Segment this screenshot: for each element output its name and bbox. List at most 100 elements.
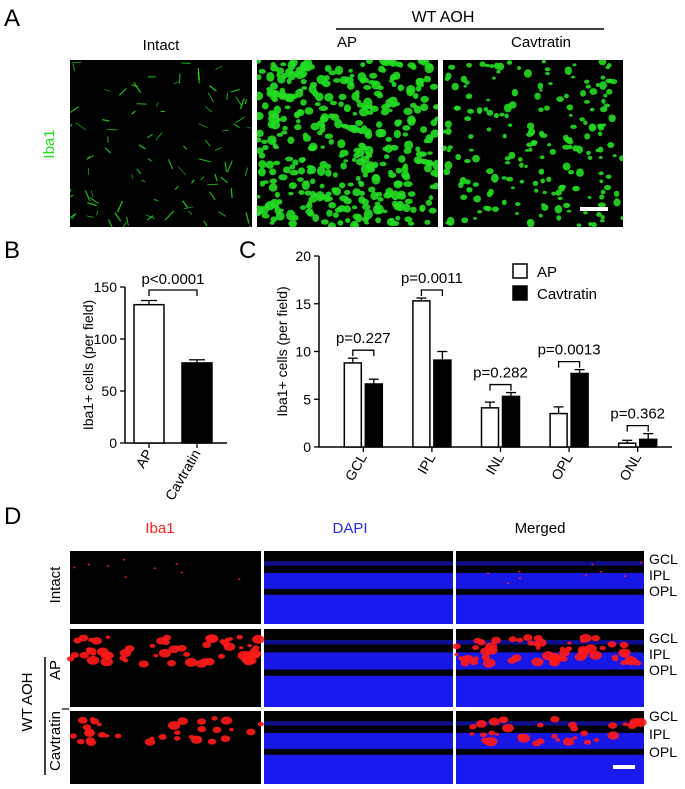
microglia-process — [244, 167, 249, 177]
microglia-cell — [269, 89, 278, 97]
microglia-cell — [406, 84, 416, 95]
microglia-cell — [287, 136, 295, 145]
microglia-cell — [285, 156, 294, 162]
microglia-cell — [452, 643, 461, 650]
microglia-cell — [486, 191, 493, 198]
microglia-cell — [197, 726, 207, 733]
microglia-cell — [596, 212, 602, 217]
microglia-cell — [556, 96, 564, 102]
panel-d-letter: D — [4, 503, 21, 530]
microglia-process — [182, 200, 189, 209]
microglia-process — [182, 145, 188, 150]
microglia-cell — [330, 113, 340, 121]
microglia-cell — [273, 105, 282, 115]
microglia-cell — [549, 148, 556, 155]
microglia-cell — [273, 160, 281, 166]
microglia-cell — [454, 105, 459, 111]
microglia-cell — [445, 127, 452, 135]
microglia-cell — [583, 739, 591, 745]
microglia-cell — [390, 73, 397, 81]
microglia-cell — [415, 146, 421, 153]
microglia-cell — [268, 110, 276, 117]
microglia-cell — [269, 178, 278, 184]
microglia-cell — [541, 60, 546, 64]
microglia-cell — [316, 165, 326, 177]
y-tick-label: 0 — [109, 435, 117, 451]
microglia-cell — [472, 154, 480, 163]
microglia-cell — [278, 90, 287, 100]
microglia-cell — [361, 198, 369, 206]
y-axis-label: Iba1+ cells (per field) — [274, 286, 290, 416]
microglia-process — [197, 72, 200, 84]
microglia-cell — [518, 570, 521, 573]
microglia-process — [164, 210, 175, 221]
microglia-cell — [357, 180, 363, 185]
microglia-process — [88, 155, 95, 159]
microglia-cell — [415, 77, 424, 87]
microglia-cell — [325, 196, 331, 202]
microglia-cell — [258, 68, 266, 74]
microglia-cell — [595, 148, 601, 153]
microglia-cell — [388, 172, 397, 178]
microglia-cell — [589, 125, 595, 129]
microglia-cell — [599, 570, 603, 573]
microglia-cell — [404, 198, 413, 204]
microglia-cell — [424, 164, 432, 173]
x-tick-label: INL — [482, 450, 507, 477]
microglia-cell — [219, 639, 226, 644]
microglia-cell — [341, 124, 348, 129]
layer-label-opl: OPL — [649, 744, 677, 760]
layer-label-ipl: IPL — [649, 726, 670, 742]
microglia-cell — [220, 735, 231, 743]
bar-ap-inl — [480, 407, 500, 448]
microglia-cell — [544, 67, 551, 72]
microglia-cell — [343, 159, 349, 163]
microglia-process — [220, 176, 229, 184]
microglia-cell — [257, 194, 261, 199]
microglia-process — [70, 212, 77, 219]
microglia-process — [230, 188, 233, 199]
microglia-process — [204, 139, 211, 147]
microglia-cell — [202, 641, 212, 649]
microglia-cell — [218, 653, 226, 659]
legend-swatch-cavtratin — [512, 285, 528, 301]
microglia-cell — [180, 571, 183, 574]
microglia-cell — [598, 156, 603, 160]
microglia-cell — [479, 732, 487, 738]
microglia-process — [173, 81, 180, 85]
microglia-cell — [69, 733, 77, 739]
microglia-cell — [246, 728, 256, 736]
microglia-cell — [568, 169, 575, 175]
panel-d-row-label-ap: AP — [47, 660, 64, 680]
microglia-cell — [338, 154, 345, 158]
microglia-cell — [523, 634, 533, 641]
microglia-cell — [295, 119, 301, 124]
microglia-cell — [351, 92, 360, 101]
microglia-cell — [403, 181, 413, 187]
microglia-process — [200, 176, 205, 181]
microglia-cell — [444, 160, 453, 170]
microglia-cell — [375, 191, 383, 197]
microglia-cell — [537, 82, 544, 90]
microglia-cell — [466, 187, 473, 193]
microglia-cell — [538, 130, 545, 137]
microglia-cell — [351, 205, 358, 210]
microglia-process — [122, 221, 127, 227]
microglia-cell — [319, 183, 325, 189]
microglia-cell — [568, 113, 573, 117]
microglia-process — [86, 155, 91, 160]
microglia-cell — [539, 89, 543, 92]
microglia-cell — [173, 736, 181, 741]
microglia-cell — [352, 111, 358, 116]
bar-cavtratin-gcl — [364, 383, 384, 448]
microglia-cell — [423, 75, 431, 83]
microglia-cell — [413, 105, 422, 114]
microglia-cell — [258, 160, 267, 169]
microglia-cell — [542, 190, 547, 195]
microglia-cell — [352, 188, 361, 197]
microglia-cell — [168, 645, 180, 654]
microglia-cell — [570, 725, 579, 732]
y-tick-label: 50 — [101, 383, 117, 399]
microglia-process — [138, 144, 146, 150]
microglia-cell — [589, 650, 602, 660]
